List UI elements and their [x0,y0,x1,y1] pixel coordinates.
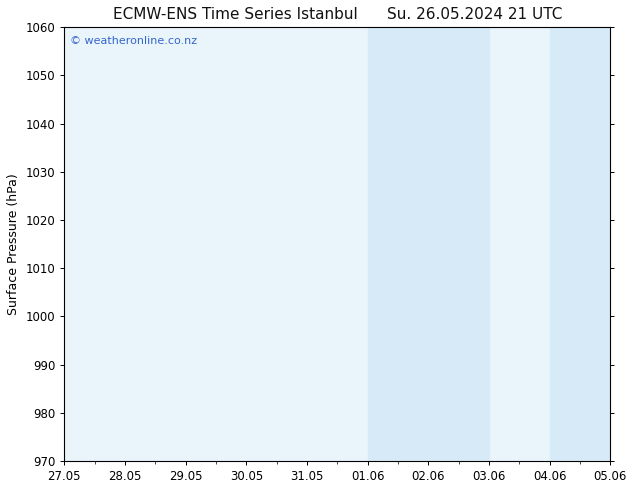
Text: © weatheronline.co.nz: © weatheronline.co.nz [70,36,197,46]
Bar [368,27,489,461]
Y-axis label: Surface Pressure (hPa): Surface Pressure (hPa) [7,173,20,315]
Bar [550,27,611,461]
Title: ECMW-ENS Time Series Istanbul      Su. 26.05.2024 21 UTC: ECMW-ENS Time Series Istanbul Su. 26.05.… [113,7,562,22]
